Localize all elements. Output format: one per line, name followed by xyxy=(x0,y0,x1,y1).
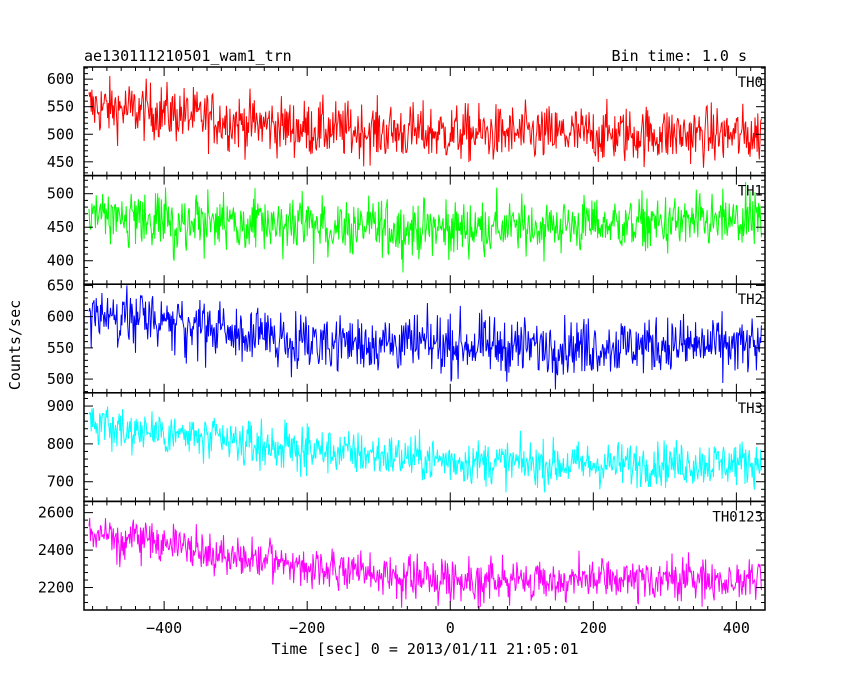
panel-label-th2: TH2 xyxy=(738,292,763,308)
panel-frame-th0 xyxy=(83,66,766,177)
y-tick-label: 500 xyxy=(47,185,74,203)
series-line-th1 xyxy=(88,181,762,273)
series-line-th0 xyxy=(88,75,762,168)
bin-time-label: Bin time: 1.0 s xyxy=(612,47,747,65)
series-line-th3 xyxy=(88,406,762,493)
chart-title: ae130111210501_wam1_trn xyxy=(84,47,292,65)
panel-frame-th0123 xyxy=(83,500,766,611)
y-tick-label: 450 xyxy=(47,218,74,236)
y-tick-label: 900 xyxy=(47,397,74,415)
y-tick-label: 550 xyxy=(47,98,74,116)
y-tick-label: 500 xyxy=(47,370,74,388)
y-tick-label: 600 xyxy=(47,308,74,326)
y-tick-label: 650 xyxy=(47,276,74,294)
panel-frame-th3 xyxy=(83,392,766,503)
x-tick-label: −200 xyxy=(289,619,325,637)
series-line-th2 xyxy=(88,285,762,390)
panel-label-th1: TH1 xyxy=(738,184,763,200)
x-tick-label: 0 xyxy=(446,619,455,637)
y-tick-label: 400 xyxy=(47,252,74,270)
panel-label-th0123: TH0123 xyxy=(712,509,763,525)
series-line-th0123 xyxy=(88,518,762,609)
y-tick-label: 800 xyxy=(47,435,74,453)
y-tick-label: 450 xyxy=(47,153,74,171)
y-tick-label: 700 xyxy=(47,473,74,491)
x-tick-label: 200 xyxy=(580,619,607,637)
panel-label-th3: TH3 xyxy=(738,401,763,417)
panels-group: 450 500 550 600 TH0 400 450 500 TH1 500 550 600 650 T… xyxy=(38,66,766,637)
x-tick-label: −400 xyxy=(146,619,182,637)
y-tick-label: 600 xyxy=(47,70,74,88)
y-axis-label: Counts/sec xyxy=(6,300,24,390)
y-tick-label: 2400 xyxy=(38,541,74,559)
y-tick-label: 2600 xyxy=(38,504,74,522)
y-tick-label: 550 xyxy=(47,339,74,357)
panel-label-th0: TH0 xyxy=(738,75,763,91)
x-axis-label: Time [sec] 0 = 2013/01/11 21:05:01 xyxy=(271,640,578,658)
x-tick-label: 400 xyxy=(723,619,750,637)
y-tick-label: 500 xyxy=(47,125,74,143)
y-tick-label: 2200 xyxy=(38,579,74,597)
